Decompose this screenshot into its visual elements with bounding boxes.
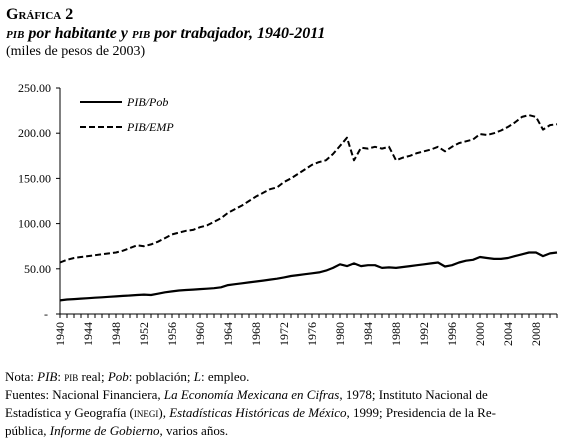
note-text: : empleo.: [201, 369, 250, 384]
title-part: por trabajador, 1940-2011: [150, 25, 326, 42]
y-tick-label: 200.00: [18, 126, 51, 140]
y-tick-label: -: [44, 307, 48, 321]
x-tick-label: 1952: [137, 322, 151, 346]
x-tick-label: 1944: [81, 322, 95, 346]
x-tick-label: 1980: [333, 322, 347, 346]
series-line-pib-emp: [59, 114, 558, 264]
title-part: pib: [131, 25, 151, 42]
note-text: : población;: [128, 369, 194, 384]
x-tick-label: 1940: [53, 322, 67, 346]
note-text: Estadísticas Históricas de México: [169, 405, 347, 420]
x-tick-label: 1972: [277, 322, 291, 346]
line-chart: - 50.00 100.00 150.00 200.00 250.00 1940 1944 19…: [18, 81, 558, 346]
note-text: real;: [78, 369, 108, 384]
x-tick-label: 1968: [249, 322, 263, 346]
x-tick-label: 2000: [473, 322, 487, 346]
title-part: por habitante y: [24, 25, 132, 42]
note-text: Pob: [107, 369, 129, 384]
note-text: , varios años.: [159, 423, 229, 438]
note-text: La Economía Mexicana en Cifras: [163, 387, 340, 402]
y-tick-label: 50.00: [24, 262, 51, 276]
note-text: , 1999; Presidencia de la Re-: [346, 405, 496, 420]
note-text: Estadística y Geografía (: [5, 405, 134, 420]
x-tick-label: 1964: [221, 322, 235, 346]
note-text: pública,: [5, 423, 50, 438]
x-tick-label: 1996: [445, 322, 459, 346]
title-part: pib: [6, 25, 25, 42]
note-text: PIB: [37, 369, 58, 384]
note-text: ),: [158, 405, 170, 420]
figure-notes: Nota: PIB: pib real; Pob: población; L: …: [5, 368, 567, 440]
sources-line: pública, Informe de Gobierno, varios año…: [5, 422, 567, 440]
sources-line: Fuentes: Nacional Financiera, La Economí…: [5, 386, 567, 404]
legend-label: PIB/Pob: [126, 95, 168, 109]
note-text: :: [57, 369, 65, 384]
note-text: pib: [64, 369, 79, 384]
legend-label: PIB/EMP: [126, 120, 174, 134]
x-tick-label: 2004: [501, 322, 515, 346]
figure-number: Gráfica 2: [6, 6, 74, 23]
x-tick-label: 2008: [529, 322, 543, 346]
note-line: Nota: PIB: pib real; Pob: población; L: …: [5, 368, 567, 386]
note-text: Nota:: [5, 369, 38, 384]
y-tick-label: 150.00: [18, 171, 51, 185]
sources-line: Estadística y Geografía (inegi), Estadís…: [5, 404, 567, 422]
note-text: Informe de Gobierno: [49, 423, 160, 438]
note-text: inegi: [133, 405, 159, 420]
x-tick-label: 1956: [165, 322, 179, 346]
figure-heading: Gráfica 2 pib por habitante y pib por tr…: [6, 5, 566, 60]
y-tick-label: 250.00: [18, 81, 51, 95]
x-tick-label: 1988: [389, 322, 403, 346]
note-text: L: [193, 369, 202, 384]
x-tick-label: 1984: [361, 322, 375, 346]
axes: - 50.00 100.00 150.00 200.00 250.00 1940 1944 19…: [18, 81, 558, 346]
chart-title: pib por habitante y pib por trabajador, …: [6, 24, 566, 43]
legend: PIB/Pob PIB/EMP: [80, 95, 174, 134]
x-tick-label: 1960: [193, 322, 207, 346]
note-text: , 1978; Instituto Nacional de: [339, 387, 488, 402]
x-tick-label: 1992: [417, 322, 431, 346]
note-text: Fuentes: Nacional Financiera,: [5, 387, 164, 402]
series-line-pib-pob: [59, 251, 558, 302]
x-tick-label: 1976: [305, 322, 319, 346]
y-tick-label: 100.00: [18, 217, 51, 231]
chart-subtitle: (miles de pesos de 2003): [6, 44, 146, 59]
series-layer: [59, 114, 558, 302]
x-tick-label: 1948: [109, 322, 123, 346]
